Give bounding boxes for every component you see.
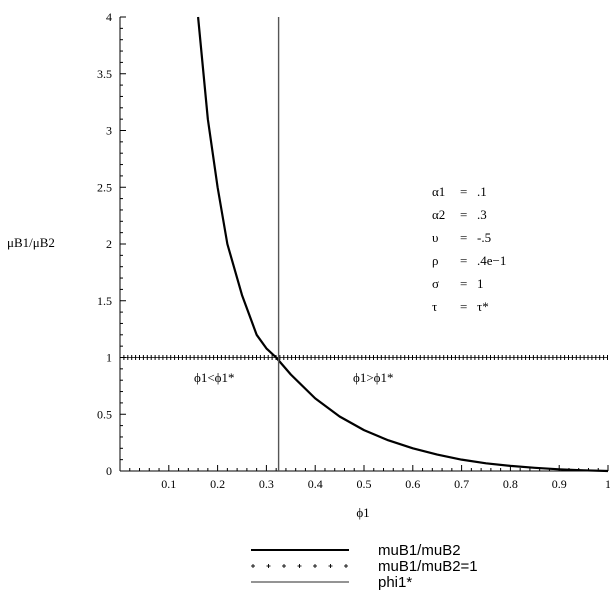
ratio-curve <box>196 16 609 473</box>
x-tick-label: 0.1 <box>161 477 176 491</box>
param-value: .1 <box>477 184 487 199</box>
y-tick-label: 3 <box>106 124 112 138</box>
param-equals: = <box>460 276 467 291</box>
y-tick-label: 4 <box>106 10 112 24</box>
legend-marker <box>344 564 348 568</box>
param-name: α2 <box>432 207 445 222</box>
x-tick-label: 0.2 <box>210 477 225 491</box>
y-tick-label: 3.5 <box>97 67 112 81</box>
legend-item: muB1/muB2=1 <box>251 558 478 575</box>
x-tick-label: 0.8 <box>503 477 518 491</box>
legend-item: muB1/muB2 <box>251 542 461 559</box>
x-tick-label: 0.9 <box>552 477 567 491</box>
param-value: τ* <box>477 299 489 314</box>
legend-marker <box>251 564 255 568</box>
param-equals: = <box>460 253 467 268</box>
param-value: .3 <box>477 207 487 222</box>
x-tick-label: 0.7 <box>454 477 469 491</box>
region-annotation-left: ϕ1<ϕ1* <box>194 370 235 385</box>
region-annotation-right: ϕ1>ϕ1* <box>353 370 394 385</box>
y-tick-label: 1 <box>106 351 112 365</box>
legend-marker <box>266 564 271 568</box>
param-value: .4e−1 <box>477 253 506 268</box>
legend-item: phi1* <box>251 574 412 591</box>
param-equals: = <box>460 230 467 245</box>
legend-label: phi1* <box>378 574 412 591</box>
axes: 0.1 0.2 0.3 0.4 0.5 0.6 0.7 0.8 0.9 1 0 0.5 1 1.5 2 2.5… <box>97 10 610 491</box>
param-equals: = <box>460 184 467 199</box>
param-equals: = <box>460 207 467 222</box>
parameter-block: α1 = .1 α2 = .3 υ = -.5 ρ = .4e−1 σ = 1 τ = τ* <box>432 184 506 314</box>
series-reference-line <box>119 355 608 360</box>
param-value: -.5 <box>477 230 491 245</box>
param-name: α1 <box>432 184 445 199</box>
param-name: ρ <box>432 253 439 268</box>
param-name: υ <box>432 230 438 245</box>
series-layer <box>119 16 609 473</box>
legend-label: muB1/muB2 <box>378 542 461 559</box>
legend-marker <box>313 564 317 568</box>
y-tick-label: 2 <box>106 237 112 251</box>
x-tick-label: 0.3 <box>259 477 274 491</box>
y-tick-label: 0 <box>106 464 112 478</box>
y-axis-label: μB1/μB2 <box>7 235 55 250</box>
param-value: 1 <box>477 276 484 291</box>
legend-marker <box>282 564 286 568</box>
x-tick-label: 1 <box>605 477 610 491</box>
y-tick-label: 1.5 <box>97 294 112 308</box>
param-name: τ <box>432 299 437 314</box>
legend-marker <box>328 564 333 568</box>
y-tick-label: 0.5 <box>97 407 112 421</box>
legend-label: muB1/muB2=1 <box>378 558 478 575</box>
x-tick-label: 0.5 <box>357 477 372 491</box>
param-equals: = <box>460 299 467 314</box>
region-annotations: ϕ1<ϕ1* ϕ1>ϕ1* <box>194 370 394 385</box>
x-tick-label: 0.6 <box>405 477 420 491</box>
y-tick-label: 2.5 <box>97 180 112 194</box>
x-tick-label: 0.4 <box>308 477 323 491</box>
legend-marker <box>297 564 302 568</box>
x-axis-label: ϕ1 <box>356 505 369 520</box>
param-name: σ <box>432 276 439 291</box>
